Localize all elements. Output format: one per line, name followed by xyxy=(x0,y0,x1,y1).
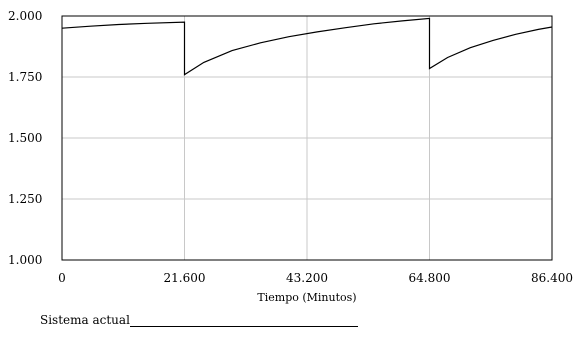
x-tick-label: 86.400 xyxy=(531,271,573,285)
x-tick-labels: 0 21.600 43.200 64.800 86.400 xyxy=(58,271,573,285)
y-tick-label: 1.000 xyxy=(8,253,42,267)
y-tick-label: 1.250 xyxy=(8,192,42,206)
legend: Sistema actual xyxy=(40,313,358,327)
series-lines xyxy=(61,17,553,76)
y-tick-label: 1.500 xyxy=(8,131,42,145)
series-line-0 xyxy=(61,17,553,76)
legend-label: Sistema actual xyxy=(40,313,130,327)
x-tick-label: 0 xyxy=(58,271,66,285)
y-tick-labels: 1.000 1.250 1.500 1.750 2.000 xyxy=(8,9,42,267)
x-tick-label: 64.800 xyxy=(409,271,451,285)
y-tick-label: 2.000 xyxy=(8,9,42,23)
grid-lines xyxy=(61,15,553,261)
plot-frame xyxy=(61,15,553,261)
y-tick-label: 1.750 xyxy=(8,70,42,84)
x-tick-label: 43.200 xyxy=(286,271,328,285)
x-axis-label: Tiempo (Minutos) xyxy=(257,291,356,304)
legend-line xyxy=(129,316,358,327)
x-tick-label: 21.600 xyxy=(164,271,206,285)
